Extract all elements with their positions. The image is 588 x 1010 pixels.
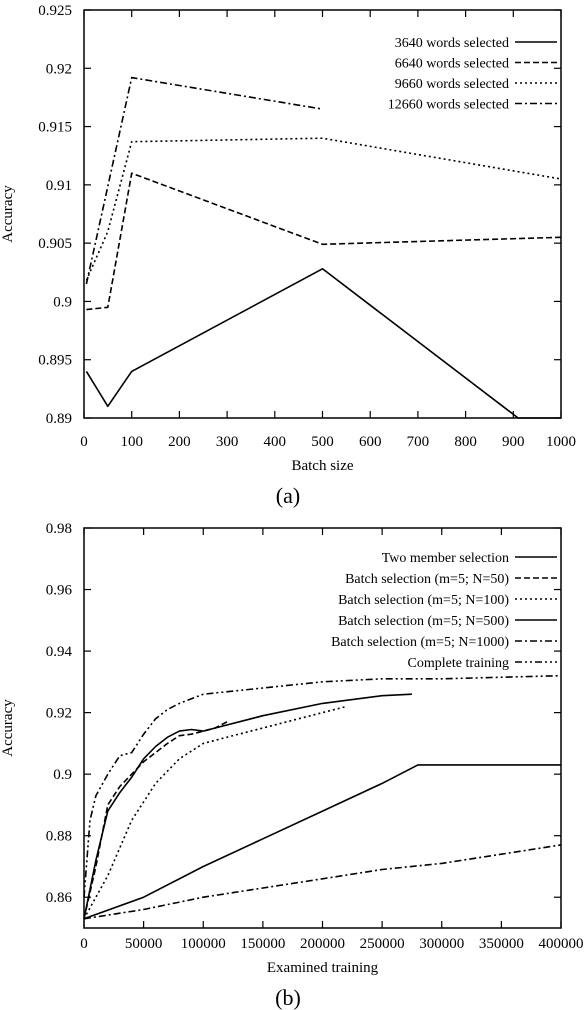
chart-b-x-tick-label: 0 bbox=[80, 936, 88, 952]
chart-a-legend-label-1: 3640 words selected bbox=[395, 36, 509, 51]
chart-b-legend-label-4: Batch selection (m=5; N=500) bbox=[338, 614, 509, 629]
chart-a-legend-label-3: 9660 words selected bbox=[395, 77, 509, 92]
chart-b-series-line-2 bbox=[83, 721, 228, 919]
chart-a-series-line-3 bbox=[85, 137, 562, 281]
chart-b-y-tick-label: 0.96 bbox=[46, 583, 73, 599]
chart-b-y-tick-label: 0.92 bbox=[46, 706, 72, 722]
chart-b-y-tick-label: 0.98 bbox=[46, 521, 72, 537]
chart-a-legend: 3640 words selected 6640 words selected 96… bbox=[388, 36, 557, 113]
chart-b-series-line-1 bbox=[83, 693, 412, 919]
chart-b-frame bbox=[83, 527, 562, 929]
chart-b-y-tick-label: 0.94 bbox=[46, 644, 73, 660]
chart-a-y-axis-label: Accuracy bbox=[0, 185, 16, 243]
chart-b: 0 50000 100000 150000 200000 250000 300000 3500… bbox=[0, 521, 584, 1010]
chart-b-x-axis-label: Examined training bbox=[267, 960, 379, 976]
chart-a-legend-label-4: 12660 words selected bbox=[388, 98, 509, 113]
chart-b-legend-label-3: Batch selection (m=5; N=100) bbox=[338, 593, 509, 608]
chart-a-x-tick-label: 100 bbox=[120, 434, 143, 450]
chart-b-y-tick-label: 0.88 bbox=[46, 829, 72, 845]
chart-b-x-tick-label: 200000 bbox=[300, 936, 345, 952]
chart-a-series-line-4 bbox=[85, 76, 323, 285]
chart-a-caption: (a) bbox=[276, 483, 300, 508]
chart-a-x-tick-label: 800 bbox=[454, 434, 477, 450]
chart-b-series-line-5 bbox=[83, 844, 562, 920]
chart-a-y-tick-label: 0.925 bbox=[38, 3, 72, 19]
chart-b-x-tick-label: 250000 bbox=[360, 936, 405, 952]
chart-b-x-tick-label: 100000 bbox=[181, 936, 226, 952]
chart-a-legend-label-2: 6640 words selected bbox=[395, 57, 509, 72]
chart-b-x-tick-label: 300000 bbox=[419, 936, 464, 952]
chart-a-x-tick-label: 900 bbox=[502, 434, 525, 450]
chart-b-series-line-3 bbox=[83, 705, 347, 920]
chart-b-x-tick-label: 350000 bbox=[479, 936, 524, 952]
chart-b-y-tick-label: 0.9 bbox=[53, 767, 72, 783]
chart-a-series-line-1 bbox=[85, 267, 561, 419]
chart-b-y-axis-label: Accuracy bbox=[0, 699, 16, 757]
chart-b-x-tick-label: 150000 bbox=[240, 936, 285, 952]
chart-a-x-tick-label: 300 bbox=[216, 434, 239, 450]
chart-a-x-tick-label: 500 bbox=[311, 434, 334, 450]
chart-a-x-tick-label: 600 bbox=[359, 434, 382, 450]
chart-a-y-tick-label: 0.915 bbox=[38, 120, 72, 136]
chart-b-x-tick-label: 50000 bbox=[125, 936, 163, 952]
chart-b-x-tick-label: 400000 bbox=[539, 936, 584, 952]
chart-a-series-line-2 bbox=[86, 172, 562, 311]
chart-b-legend: Two member selection Batch selection (m=5… bbox=[331, 551, 557, 671]
chart-a-x-tick-label: 700 bbox=[407, 434, 430, 450]
chart-a-x-tick-label: 200 bbox=[168, 434, 191, 450]
chart-b-series-line-4 bbox=[83, 764, 561, 920]
chart-a-x-tick-label: 400 bbox=[264, 434, 287, 450]
chart-b-legend-label-1: Two member selection bbox=[382, 551, 509, 566]
chart-a-x-tick-label: 1000 bbox=[546, 434, 576, 450]
chart-b-y-tick-label: 0.86 bbox=[46, 890, 73, 906]
chart-a-y-tick-label: 0.895 bbox=[38, 353, 72, 369]
chart-a-x-tick-label: 0 bbox=[80, 434, 88, 450]
chart-a-y-tick-label: 0.905 bbox=[38, 236, 72, 252]
chart-b-caption: (b) bbox=[275, 985, 301, 1010]
chart-a-y-tick-label: 0.89 bbox=[46, 411, 72, 427]
chart-a: 0 100 200 300 400 500 600 700 800 900 1000 0.89 0.89… bbox=[0, 3, 576, 508]
chart-b-legend-label-5: Batch selection (m=5; N=1000) bbox=[331, 635, 509, 650]
chart-a-x-axis-label: Batch size bbox=[291, 458, 353, 474]
chart-a-y-tick-label: 0.91 bbox=[46, 178, 72, 194]
chart-b-legend-label-2: Batch selection (m=5; N=50) bbox=[345, 572, 509, 587]
chart-a-y-tick-label: 0.9 bbox=[53, 294, 72, 310]
chart-a-y-tick-label: 0.92 bbox=[46, 61, 72, 77]
chart-b-legend-label-6: Complete training bbox=[408, 656, 509, 671]
chart-b-series-line-6 bbox=[83, 674, 562, 898]
